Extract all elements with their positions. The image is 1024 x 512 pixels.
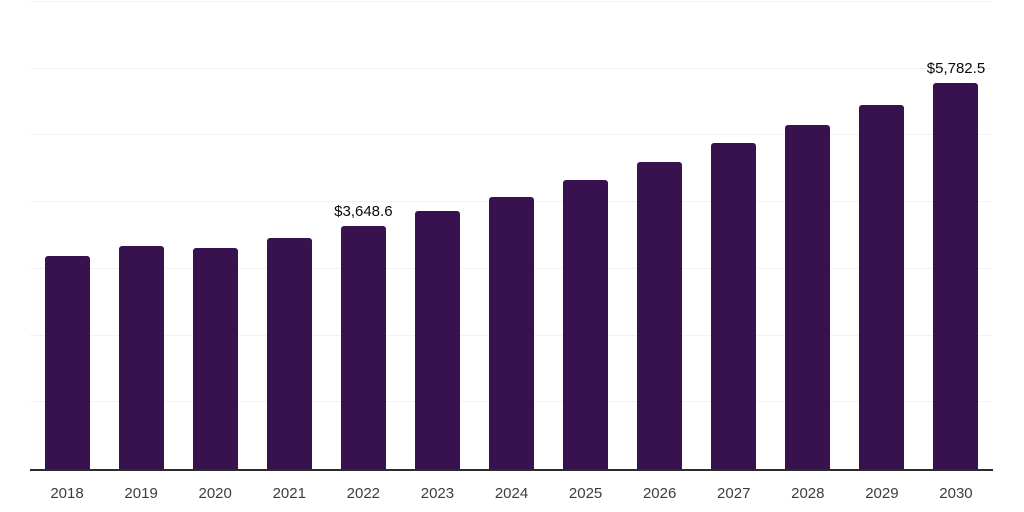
bar-2029 bbox=[859, 105, 905, 469]
bar-slot-2020 bbox=[178, 2, 252, 469]
bar-2018 bbox=[44, 255, 90, 469]
bar-slot-2026 bbox=[623, 2, 697, 469]
x-tick-2023: 2023 bbox=[420, 485, 455, 502]
bar-2028 bbox=[785, 125, 831, 469]
x-tick-2025: 2025 bbox=[568, 485, 603, 502]
bar-slot-2029 bbox=[845, 2, 919, 469]
gridline-7000 bbox=[30, 1, 993, 2]
plot-area: $3,648.6 $5,782.5 bbox=[30, 1, 993, 471]
x-axis-labels: 2018 2019 2020 2021 2022 2023 2024 2025 2026 2027… bbox=[30, 485, 993, 503]
bar-2019 bbox=[118, 245, 164, 469]
bar-2024 bbox=[489, 196, 534, 469]
bar-slot-2030: $5,782.5 bbox=[919, 2, 993, 469]
bar-slot-2025 bbox=[549, 2, 623, 469]
bar-2027 bbox=[711, 142, 757, 469]
bar-2030 bbox=[933, 83, 979, 469]
x-tick-2028: 2028 bbox=[791, 485, 825, 502]
x-tick-2029: 2029 bbox=[865, 485, 899, 502]
bar-slot-2021 bbox=[252, 2, 326, 469]
data-label-2030: $5,782.5 bbox=[926, 60, 986, 78]
bar-series: $3,648.6 $5,782.5 bbox=[30, 2, 993, 469]
x-tick-2020: 2020 bbox=[198, 485, 232, 502]
bar-slot-2027 bbox=[697, 2, 771, 469]
bar-2020 bbox=[192, 247, 238, 469]
bar-2021 bbox=[266, 238, 312, 469]
bar-slot-2019 bbox=[104, 2, 178, 469]
bar-2025 bbox=[563, 180, 609, 469]
data-label-2022: $3,648.6 bbox=[334, 202, 393, 220]
gridline-6000 bbox=[30, 67, 993, 69]
x-tick-2022: 2022 bbox=[346, 485, 381, 502]
x-tick-2030: 2030 bbox=[939, 485, 973, 502]
bar-2026 bbox=[637, 162, 683, 469]
bar-slot-2022: $3,648.6 bbox=[326, 2, 400, 469]
x-tick-2018: 2018 bbox=[50, 485, 84, 502]
bar-slot-2028 bbox=[771, 2, 845, 469]
gridline-5000 bbox=[30, 134, 993, 136]
x-tick-2019: 2019 bbox=[124, 485, 158, 502]
bar-2023 bbox=[414, 210, 460, 469]
x-tick-2027: 2027 bbox=[717, 485, 751, 502]
bar-slot-2024 bbox=[474, 2, 548, 469]
x-tick-2024: 2024 bbox=[494, 485, 529, 502]
bar-2022 bbox=[340, 225, 386, 469]
bar-slot-2023 bbox=[400, 2, 474, 469]
bar-slot-2018 bbox=[30, 2, 104, 469]
x-tick-2026: 2026 bbox=[642, 485, 677, 502]
x-tick-2021: 2021 bbox=[272, 485, 306, 502]
